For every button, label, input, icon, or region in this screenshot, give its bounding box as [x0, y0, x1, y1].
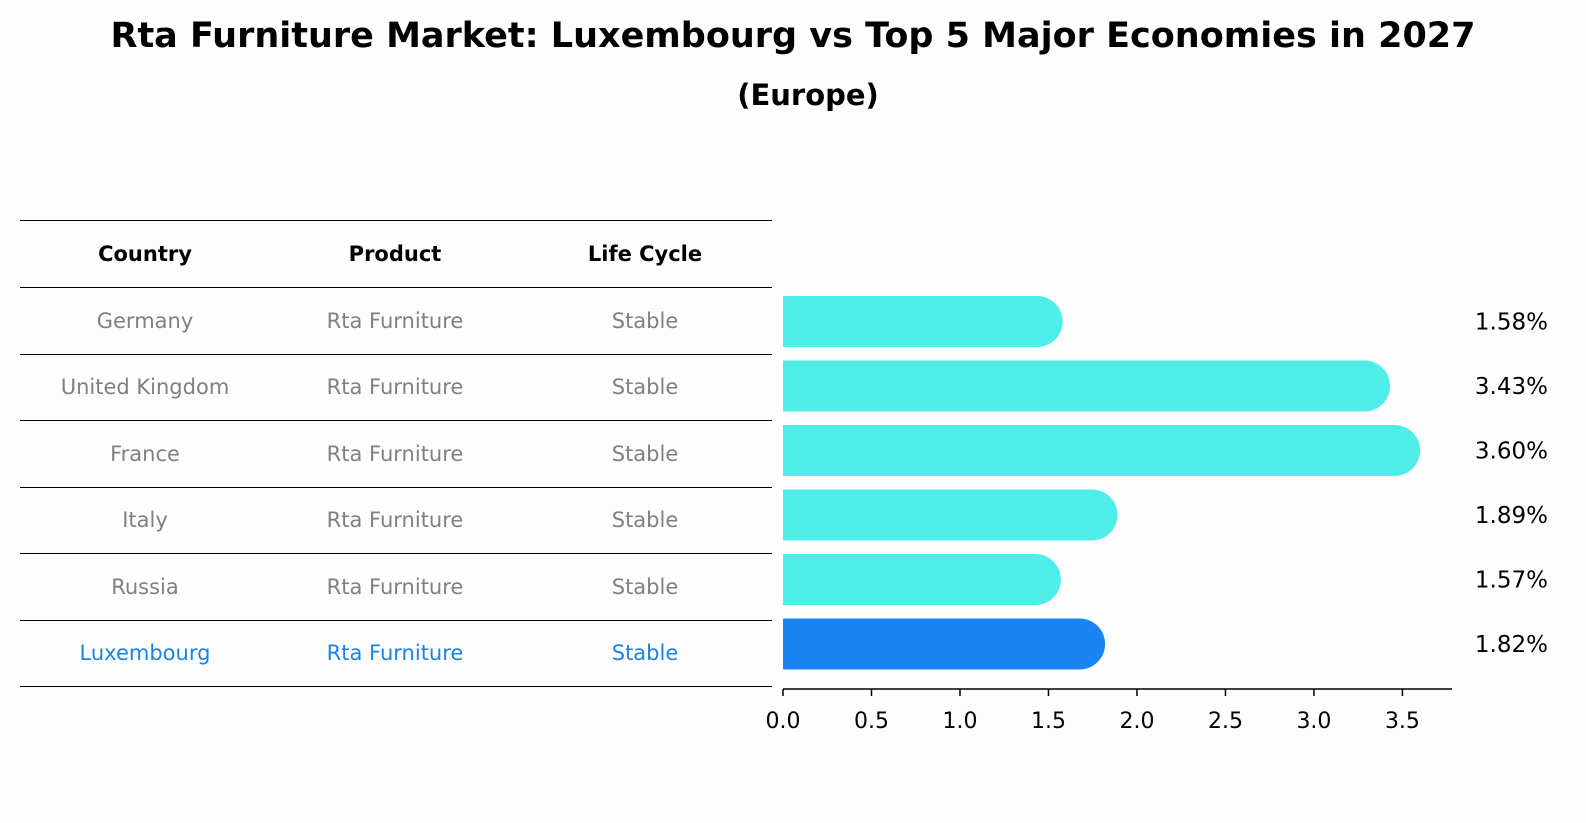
data-label: 1.57%: [1475, 568, 1548, 594]
table-row: Germany Rta Furniture Stable: [20, 288, 772, 355]
x-tick-label: 0.0: [766, 709, 801, 734]
chart-title: Rta Furniture Market: Luxembourg vs Top …: [110, 16, 1476, 56]
x-tick-label: 2.0: [1119, 709, 1154, 734]
column-header-country: Country: [98, 242, 192, 266]
table-row: Italy Rta Furniture Stable: [20, 488, 772, 554]
data-label: 3.60%: [1475, 439, 1548, 465]
country-cell: Luxembourg: [79, 641, 211, 666]
product-cell: Rta Furniture: [326, 441, 464, 466]
bar-luxembourg: [783, 618, 1106, 670]
x-tick-label: 2.5: [1208, 709, 1243, 734]
table-header-row: Country Product Life Cycle: [20, 220, 772, 288]
data-label: 3.43%: [1475, 374, 1548, 400]
product-cell: Rta Furniture: [326, 508, 464, 533]
product-cell: Rta Furniture: [326, 641, 464, 666]
bar-united-kingdom: [783, 360, 1391, 412]
life-cycle-cell: Stable: [611, 308, 679, 333]
table-row: United Kingdom Rta Furniture Stable: [20, 355, 772, 421]
x-tick-label: 3.5: [1385, 709, 1420, 734]
column-header-product: Product: [348, 242, 442, 266]
bar-germany: [783, 296, 1063, 347]
bar-france: [783, 425, 1421, 476]
data-label: 1.58%: [1475, 310, 1548, 336]
x-tick-label: 0.5: [854, 709, 889, 734]
product-cell: Rta Furniture: [326, 308, 464, 333]
data-table: Country Product Life Cycle Germany Rta F…: [20, 220, 772, 687]
life-cycle-cell: Stable: [611, 641, 679, 666]
x-tick-label: 1.5: [1031, 709, 1066, 734]
country-cell: Germany: [96, 308, 194, 333]
country-cell: United Kingdom: [60, 375, 230, 400]
life-cycle-cell: Stable: [611, 508, 679, 533]
data-label: 1.89%: [1475, 503, 1548, 529]
x-tick-label: 3.0: [1296, 709, 1331, 734]
table-row: France Rta Furniture Stable: [20, 421, 772, 488]
country-cell: Russia: [111, 574, 179, 599]
bar-italy: [783, 489, 1118, 541]
column-header-life-cycle: Life Cycle: [587, 242, 703, 266]
life-cycle-cell: Stable: [611, 574, 679, 599]
x-tick-label: 1.0: [942, 709, 977, 734]
life-cycle-cell: Stable: [611, 441, 679, 466]
table-row-highlighted: Luxembourg Rta Furniture Stable: [20, 621, 772, 687]
country-cell: Italy: [122, 508, 168, 533]
country-cell: France: [110, 441, 180, 466]
chart-subtitle: (Europe): [737, 78, 879, 112]
table-row: Russia Rta Furniture Stable: [20, 554, 772, 621]
bar-russia: [783, 554, 1061, 605]
product-cell: Rta Furniture: [326, 375, 464, 400]
life-cycle-cell: Stable: [611, 375, 679, 400]
data-label: 1.82%: [1475, 632, 1548, 658]
product-cell: Rta Furniture: [326, 574, 464, 599]
